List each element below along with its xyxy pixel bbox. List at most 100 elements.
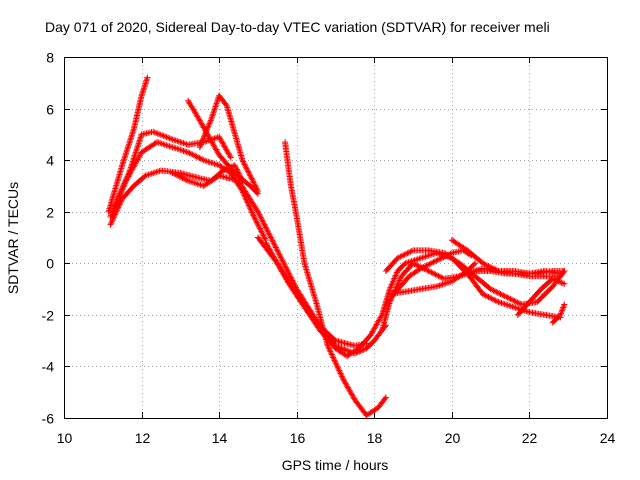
data-point-markers xyxy=(251,213,269,244)
data-point-markers xyxy=(541,268,564,277)
data-point-markers xyxy=(154,139,174,150)
x-tick-label: 22 xyxy=(522,430,538,446)
x-tick-label: 10 xyxy=(57,430,73,446)
data-point-markers xyxy=(301,304,323,332)
data-point-markers xyxy=(204,131,222,157)
data-point-markers xyxy=(557,301,568,318)
y-tick-label: 4 xyxy=(46,153,54,169)
data-point-markers xyxy=(216,92,229,108)
data-point-markers xyxy=(433,250,454,264)
data-point-markers xyxy=(138,140,159,156)
data-point-markers xyxy=(274,260,292,286)
data-point-markers xyxy=(286,280,307,309)
data-point-markers xyxy=(142,168,163,179)
data-point-markers xyxy=(130,94,145,133)
data-point-markers xyxy=(105,163,125,215)
data-point-markers xyxy=(216,172,240,184)
data-point-markers xyxy=(479,265,500,274)
series-track-17 xyxy=(549,301,568,326)
data-point-markers xyxy=(317,327,338,351)
data-point-markers xyxy=(386,269,400,293)
data-point-markers xyxy=(549,313,563,326)
data-point-markers xyxy=(126,132,145,174)
data-point-markers xyxy=(216,133,234,161)
data-point-markers xyxy=(169,144,190,155)
data-point-markers xyxy=(169,136,190,148)
data-point-markers xyxy=(177,170,202,181)
data-point-markers xyxy=(538,276,555,293)
data-point-markers xyxy=(425,268,446,282)
series-track-9 xyxy=(282,139,389,419)
data-point-markers xyxy=(382,256,400,274)
data-point-markers xyxy=(301,260,319,304)
data-point-markers xyxy=(464,266,485,277)
data-point-markers xyxy=(526,309,547,318)
data-point-markers xyxy=(324,342,346,381)
data-point-markers xyxy=(495,268,516,274)
data-point-markers xyxy=(417,258,438,272)
data-point-markers xyxy=(503,293,524,307)
data-point-markers xyxy=(402,286,423,295)
data-point-markers xyxy=(479,291,500,305)
data-point-markers xyxy=(351,396,369,418)
data-point-markers xyxy=(138,74,151,99)
data-point-markers xyxy=(386,288,407,298)
data-point-markers xyxy=(340,376,358,402)
data-point-markers xyxy=(379,287,393,318)
data-point-markers xyxy=(433,278,454,290)
data-point-markers xyxy=(282,139,294,188)
data-point-markers xyxy=(363,338,377,352)
y-tick-label: 2 xyxy=(46,205,54,221)
data-point-markers xyxy=(119,184,136,202)
data-point-markers xyxy=(231,170,252,188)
x-tick-label: 12 xyxy=(135,430,151,446)
data-point-markers xyxy=(130,173,148,189)
data-point-markers xyxy=(363,405,380,419)
series-track-5 xyxy=(185,97,261,197)
data-point-markers xyxy=(448,237,470,253)
series-track-16 xyxy=(514,275,568,318)
data-point-markers xyxy=(254,208,280,252)
data-point-markers xyxy=(185,97,198,116)
data-point-markers xyxy=(406,266,423,280)
series-track-18 xyxy=(464,265,564,277)
data-point-markers xyxy=(367,313,385,339)
data-point-markers xyxy=(487,286,508,300)
data-point-markers xyxy=(398,261,415,280)
data-point-markers xyxy=(355,333,373,352)
y-tick-label: 8 xyxy=(46,50,54,66)
data-point-markers xyxy=(107,197,125,228)
series-track-10 xyxy=(262,239,564,360)
data-point-markers xyxy=(394,248,415,262)
y-tick-label: -6 xyxy=(42,411,55,427)
data-point-markers xyxy=(239,157,261,195)
data-point-markers xyxy=(534,284,555,305)
data-point-markers xyxy=(169,170,190,184)
data-point-markers xyxy=(495,299,516,310)
data-point-markers xyxy=(235,177,261,214)
data-point-markers xyxy=(150,128,175,142)
data-point-markers xyxy=(185,177,206,189)
x-tick-label: 16 xyxy=(290,430,306,446)
data-point-markers xyxy=(111,168,133,210)
x-tick-label: 18 xyxy=(367,430,383,446)
plot-frame xyxy=(64,57,608,419)
data-point-markers xyxy=(344,346,361,360)
data-point-markers xyxy=(379,300,393,334)
data-points xyxy=(105,74,568,419)
data-point-markers xyxy=(394,261,408,274)
data-point-markers xyxy=(274,247,299,291)
data-point-markers xyxy=(549,275,568,287)
data-point-markers xyxy=(375,394,389,411)
y-axis-label: SDTVAR / TECUs xyxy=(5,182,21,294)
data-point-markers xyxy=(472,273,493,292)
y-tick-label: 0 xyxy=(46,256,54,272)
data-point-markers xyxy=(293,213,308,265)
data-point-markers xyxy=(200,157,221,168)
y-tick-label: -4 xyxy=(42,359,55,375)
data-point-markers xyxy=(216,152,237,175)
data-point-markers xyxy=(332,337,357,349)
y-tick-label: -2 xyxy=(42,308,55,324)
